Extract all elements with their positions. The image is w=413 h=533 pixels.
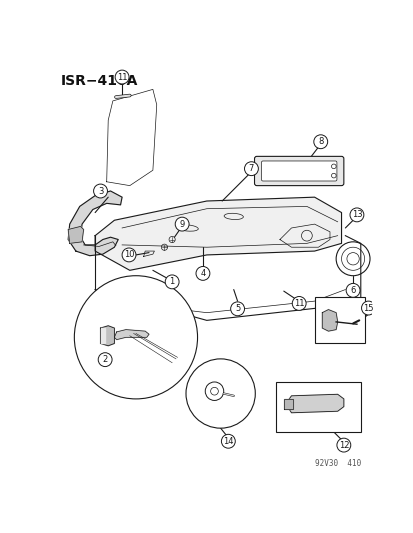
- Text: 5: 5: [235, 304, 240, 313]
- Circle shape: [313, 135, 327, 149]
- Circle shape: [122, 248, 135, 262]
- Polygon shape: [95, 197, 341, 270]
- Circle shape: [175, 217, 189, 231]
- Circle shape: [361, 301, 375, 315]
- Bar: [314, 297, 364, 343]
- FancyBboxPatch shape: [254, 156, 343, 185]
- Text: 8: 8: [317, 137, 323, 146]
- Text: 12: 12: [338, 441, 348, 450]
- Text: 9: 9: [179, 220, 184, 229]
- Text: 11: 11: [116, 72, 127, 82]
- Circle shape: [74, 276, 197, 399]
- Polygon shape: [101, 328, 105, 343]
- Polygon shape: [287, 394, 343, 413]
- Text: 11: 11: [293, 299, 304, 308]
- Text: 13: 13: [351, 211, 361, 220]
- Circle shape: [195, 266, 209, 280]
- Polygon shape: [68, 227, 83, 244]
- Text: ISR−410A: ISR−410A: [60, 74, 138, 88]
- Circle shape: [115, 70, 129, 84]
- Bar: [275, 382, 360, 432]
- Text: 1: 1: [169, 277, 174, 286]
- Text: 6: 6: [349, 286, 355, 295]
- Text: 92V30  410: 92V30 410: [314, 459, 360, 468]
- Circle shape: [221, 434, 235, 448]
- Text: 4: 4: [200, 269, 205, 278]
- Text: 2: 2: [102, 355, 107, 364]
- Circle shape: [165, 275, 179, 289]
- Circle shape: [292, 296, 305, 310]
- Text: 10: 10: [123, 251, 134, 260]
- Circle shape: [349, 208, 363, 222]
- Polygon shape: [283, 399, 292, 409]
- Circle shape: [244, 161, 258, 175]
- Circle shape: [345, 284, 359, 297]
- Text: 15: 15: [362, 304, 373, 312]
- Circle shape: [336, 438, 350, 452]
- Text: 3: 3: [97, 187, 103, 196]
- Polygon shape: [321, 310, 337, 331]
- Polygon shape: [68, 191, 122, 256]
- Polygon shape: [114, 329, 149, 340]
- Circle shape: [230, 302, 244, 316]
- Text: 7: 7: [248, 164, 254, 173]
- Circle shape: [98, 353, 112, 367]
- Polygon shape: [100, 326, 114, 346]
- Circle shape: [93, 184, 107, 198]
- Text: 14: 14: [223, 437, 233, 446]
- FancyBboxPatch shape: [261, 161, 336, 181]
- Circle shape: [185, 359, 255, 428]
